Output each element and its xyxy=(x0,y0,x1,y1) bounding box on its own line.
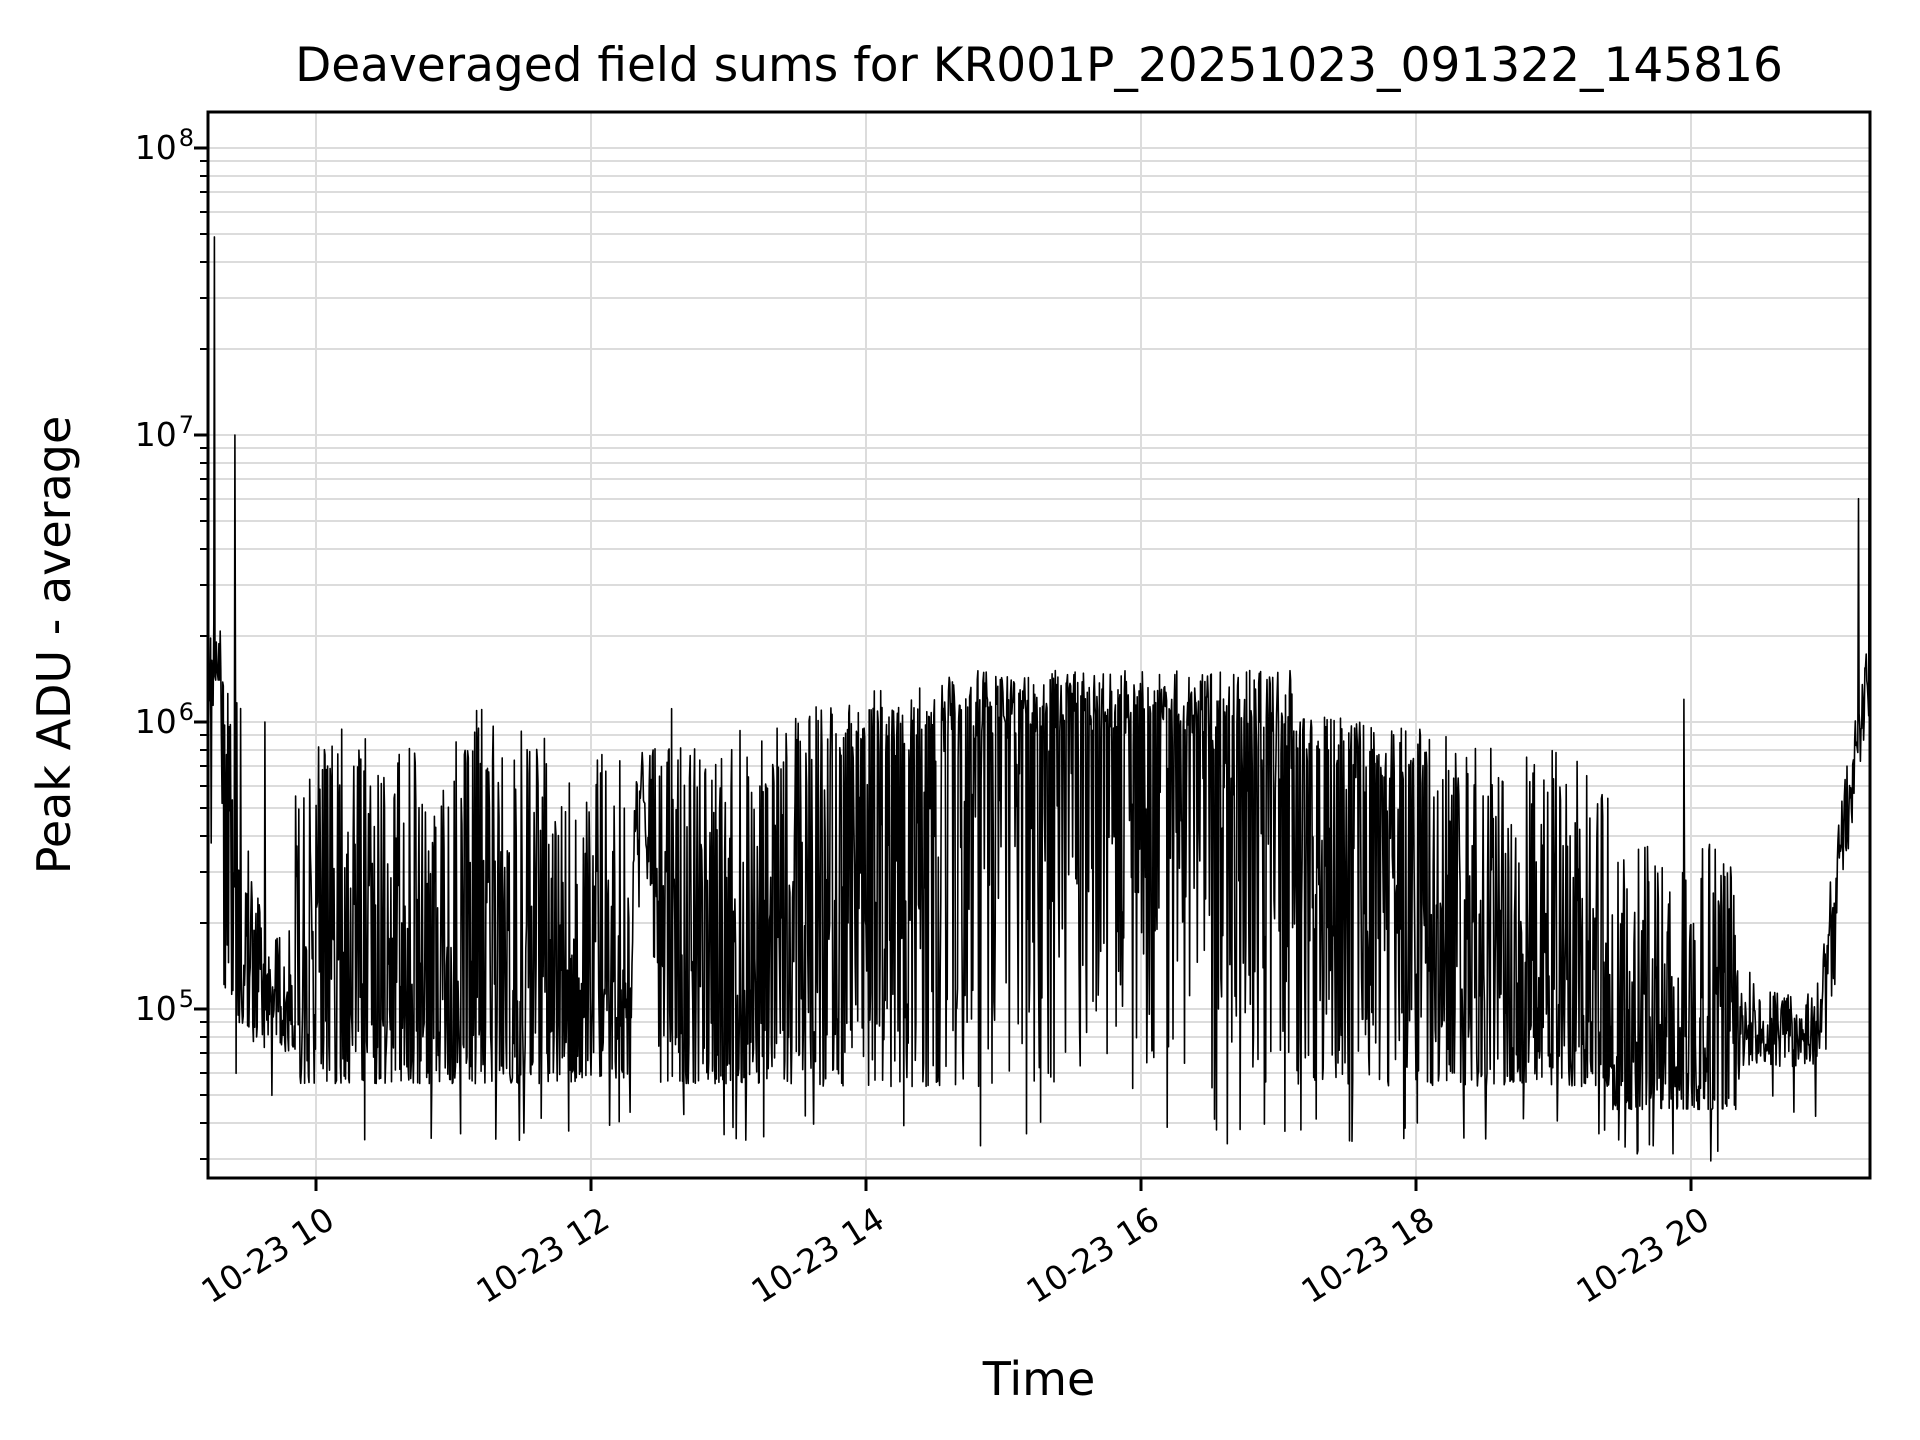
axis-ticks xyxy=(194,146,1693,1191)
y-tick-base: 10 xyxy=(134,128,177,167)
y-tick-label: 106 xyxy=(44,696,194,748)
y-tick-base: 10 xyxy=(134,415,177,454)
chart-title: Deaveraged field sums for KR001P_2025102… xyxy=(295,38,1783,93)
plot-border xyxy=(206,110,1872,1180)
x-axis-label: Time xyxy=(982,1352,1096,1406)
data-series-line xyxy=(208,147,1870,1162)
y-tick-label: 105 xyxy=(44,983,194,1035)
y-tick-base: 10 xyxy=(134,989,177,1028)
y-tick-label: 107 xyxy=(44,409,194,461)
y-axis-label: Peak ADU - average xyxy=(27,415,81,875)
y-tick-exponent: 6 xyxy=(178,698,194,726)
y-tick-exponent: 8 xyxy=(178,124,194,152)
y-tick-base: 10 xyxy=(134,702,177,741)
y-tick-label: 108 xyxy=(44,122,194,174)
y-tick-exponent: 7 xyxy=(178,411,194,439)
y-tick-exponent: 5 xyxy=(178,985,194,1013)
